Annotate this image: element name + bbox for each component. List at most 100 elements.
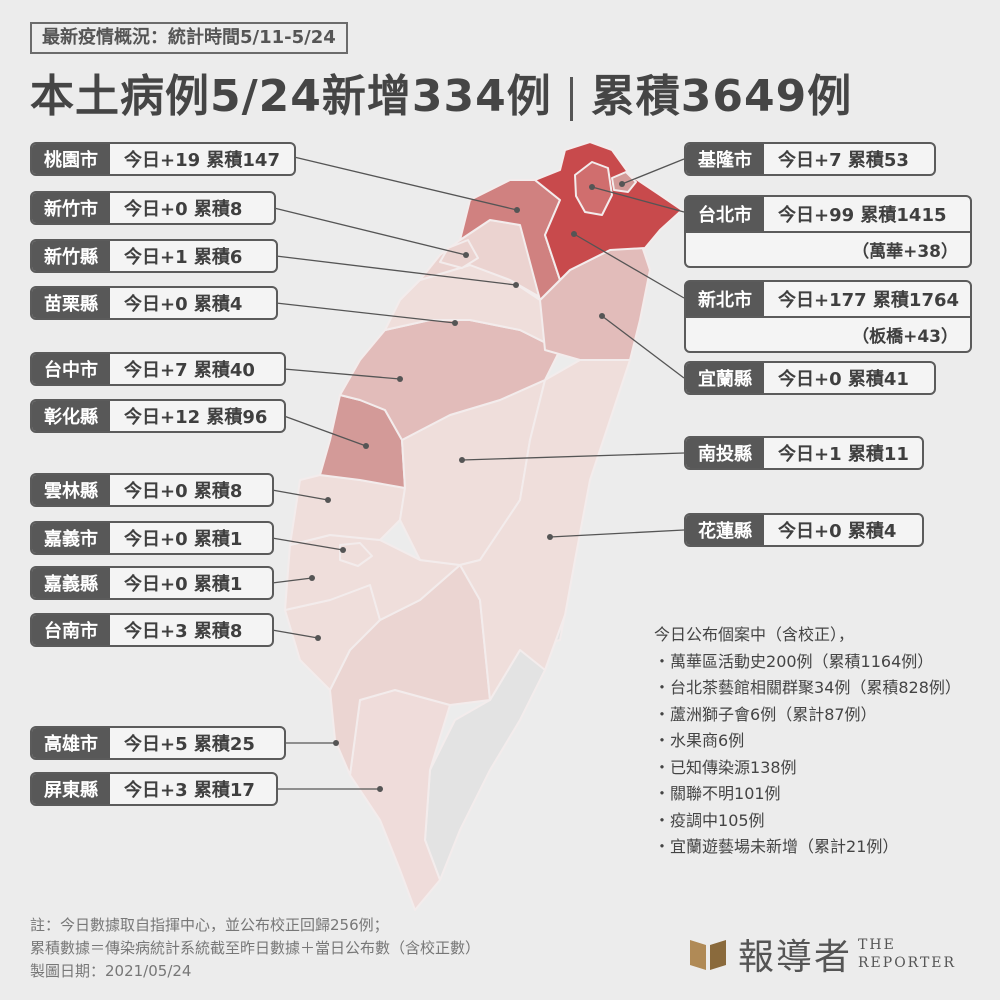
leader-hualien — [549, 529, 685, 538]
label-hualien: 花蓮縣 今日+0 累積4 — [684, 513, 924, 547]
label-chiayi-county: 嘉義縣 今日+0 累積1 — [30, 566, 274, 600]
region-hsinchu-city — [439, 239, 479, 269]
region-stats: 今日+0 累積4 — [778, 521, 897, 542]
region-name: 基隆市 — [686, 144, 764, 174]
title-separator — [569, 77, 573, 121]
logo-en-2: REPORTER — [858, 955, 957, 971]
region-name: 南投縣 — [686, 438, 764, 468]
leader-nantou — [461, 452, 685, 461]
notes-item: 疫調中105例 — [654, 808, 961, 835]
leader-yunlin — [271, 489, 329, 501]
leader-tainan — [271, 629, 319, 639]
region-name: 嘉義縣 — [32, 568, 110, 598]
reporter-logo: 報導者 THE REPORTER — [688, 928, 956, 980]
leader-hsinchu-county — [275, 255, 517, 286]
region-name: 彰化縣 — [32, 401, 110, 431]
label-chiayi-city: 嘉義市 今日+0 累積1 — [30, 521, 274, 555]
label-keelung: 基隆市 今日+7 累積53 — [684, 142, 936, 176]
footnote-line: 製圖日期：2021/05/24 — [30, 962, 192, 980]
label-hsinchu-city: 新竹市 今日+0 累積8 — [30, 191, 276, 225]
logo-en: THE REPORTER — [858, 936, 956, 972]
region-new-taipei — [534, 141, 683, 281]
region-stats: 今日+3 累積8 — [124, 621, 243, 642]
leader-hsinchu-city — [273, 207, 467, 256]
leader-chiayi-city — [271, 537, 344, 551]
notes-item: 關聯不明101例 — [654, 781, 961, 808]
region-name: 台北市 — [686, 197, 764, 231]
region-stats: 今日+99 累積1415 — [778, 205, 947, 226]
notes-item: 台北茶藝館相關群聚34例（累積828例） — [654, 675, 961, 702]
notes-heading: 今日公布個案中（含校正）， — [654, 625, 855, 644]
region-name: 台南市 — [32, 615, 110, 645]
label-taichung: 台中市 今日+7 累積40 — [30, 352, 286, 386]
region-stats: 今日+7 累積53 — [778, 150, 909, 171]
region-name: 宜蘭縣 — [686, 363, 764, 393]
logo-zh: 報導者 — [738, 937, 853, 978]
leader-new-taipei — [573, 233, 685, 299]
region-stats: 今日+12 累積96 — [124, 407, 268, 428]
region-name: 高雄市 — [32, 728, 110, 758]
region-name: 桃園市 — [32, 144, 110, 174]
footnote: 註：今日數據取自指揮中心，並公布校正回歸256例； 累積數據＝傳染病統計系統截至… — [30, 914, 480, 983]
notes-item: 蘆洲獅子會6例（累計87例） — [654, 702, 961, 729]
label-taipei: 台北市 今日+99 累積1415 （萬華+38） — [684, 195, 972, 268]
region-stats: 今日+19 累積147 — [124, 150, 280, 171]
region-name: 新竹縣 — [32, 241, 110, 271]
label-tainan: 台南市 今日+3 累積8 — [30, 613, 274, 647]
book-icon — [690, 940, 726, 970]
notes-item: 宜蘭遊藝場未新增（累計21例） — [654, 834, 961, 861]
leader-taipei — [591, 186, 685, 213]
label-hsinchu-county: 新竹縣 今日+1 累積6 — [30, 239, 278, 273]
leader-changhua — [283, 415, 367, 447]
leader-keelung — [621, 158, 685, 185]
region-chiayi-city — [339, 542, 373, 567]
subtitle: 最新疫情概況：統計時間5/11-5/24 — [30, 22, 348, 54]
region-name: 屏東縣 — [32, 774, 110, 804]
region-sub-stat: （板橋+43） — [852, 327, 958, 347]
leader-taichung — [283, 368, 401, 380]
label-taoyuan: 桃園市 今日+19 累積147 — [30, 142, 296, 176]
leader-chiayi-county — [271, 577, 313, 584]
leader-miaoli — [275, 302, 456, 324]
notes-item: 水果商6例 — [654, 728, 961, 755]
region-stats: 今日+7 累積40 — [124, 360, 255, 381]
label-pingtung: 屏東縣 今日+3 累積17 — [30, 772, 278, 806]
region-stats: 今日+1 累積6 — [124, 247, 243, 268]
notes-item: 萬華區活動史200例（累積1164例） — [654, 649, 961, 676]
case-notes: 今日公布個案中（含校正）， 萬華區活動史200例（累積1164例） 台北茶藝館相… — [654, 622, 961, 861]
leader-taoyuan — [293, 156, 518, 211]
region-stats: 今日+0 累積41 — [778, 369, 909, 390]
region-stats: 今日+0 累積1 — [124, 574, 243, 595]
label-yunlin: 雲林縣 今日+0 累積8 — [30, 473, 274, 507]
label-kaohsiung: 高雄市 今日+5 累積25 — [30, 726, 286, 760]
region-stats: 今日+1 累積11 — [778, 444, 909, 465]
notes-item: 已知傳染源138例 — [654, 755, 961, 782]
label-nantou: 南投縣 今日+1 累積11 — [684, 436, 924, 470]
region-name: 花蓮縣 — [686, 515, 764, 545]
region-stats: 今日+0 累積8 — [124, 481, 243, 502]
title-today: 本土病例5/24新增334例 — [30, 71, 552, 122]
region-sub-stat: （萬華+38） — [852, 242, 958, 262]
region-stats: 今日+0 累積8 — [124, 199, 243, 220]
region-name: 新竹市 — [32, 193, 110, 223]
logo-en-1: THE — [858, 937, 896, 953]
region-name: 台中市 — [32, 354, 110, 384]
region-name: 雲林縣 — [32, 475, 110, 505]
region-name: 新北市 — [686, 282, 764, 316]
region-stats: 今日+3 累積17 — [124, 780, 255, 801]
page-title: 本土病例5/24新增334例 累積3649例 — [30, 60, 852, 124]
title-total: 累積3649例 — [590, 71, 853, 122]
label-miaoli: 苗栗縣 今日+0 累積4 — [30, 286, 278, 320]
footnote-line: 註：今日數據取自指揮中心，並公布校正回歸256例； — [30, 916, 389, 934]
region-stats: 今日+5 累積25 — [124, 734, 255, 755]
label-new-taipei: 新北市 今日+177 累積1764 （板橋+43） — [684, 280, 972, 353]
footnote-line: 累積數據＝傳染病統計系統截至昨日數據＋當日公布數（含校正數） — [30, 939, 481, 957]
region-hualien — [459, 359, 631, 701]
region-stats: 今日+177 累積1764 — [778, 290, 960, 311]
label-changhua: 彰化縣 今日+12 累積96 — [30, 399, 286, 433]
label-yilan: 宜蘭縣 今日+0 累積41 — [684, 361, 936, 395]
leader-yilan — [601, 315, 685, 379]
region-stats: 今日+0 累積1 — [124, 529, 243, 550]
region-name: 苗栗縣 — [32, 288, 110, 318]
